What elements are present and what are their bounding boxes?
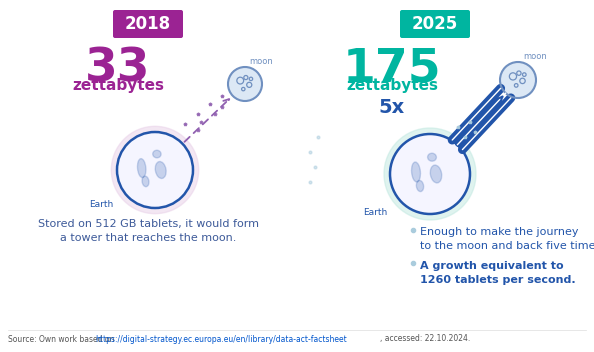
Text: A growth equivalent to: A growth equivalent to [420,261,564,271]
Ellipse shape [142,176,149,187]
Text: 5x: 5x [379,98,405,117]
Circle shape [111,126,199,214]
Text: 1260 tablets per second.: 1260 tablets per second. [420,275,576,285]
Circle shape [117,132,193,208]
Text: 175: 175 [343,47,441,92]
Text: 2018: 2018 [125,15,171,33]
Text: Earth: Earth [363,208,387,217]
Text: zettabytes: zettabytes [72,78,164,93]
Text: to the moon and back five times.: to the moon and back five times. [420,241,594,251]
Ellipse shape [155,162,166,178]
Ellipse shape [137,159,146,177]
Circle shape [384,128,476,220]
FancyBboxPatch shape [113,10,183,38]
Circle shape [500,62,536,98]
Text: 2025: 2025 [412,15,458,33]
Text: zettabytes: zettabytes [346,78,438,93]
Text: moon: moon [249,57,273,66]
Ellipse shape [412,162,421,182]
Text: Earth: Earth [89,200,113,209]
Text: Source: Own work based on: Source: Own work based on [8,334,115,344]
Circle shape [390,134,470,214]
Text: Stored on 512 GB tablets, it would form: Stored on 512 GB tablets, it would form [37,219,258,229]
Text: https://digital-strategy.ec.europa.eu/en/library/data-act-factsheet: https://digital-strategy.ec.europa.eu/en… [95,334,347,344]
Ellipse shape [430,165,442,183]
Text: 33: 33 [86,47,151,92]
Ellipse shape [428,153,437,161]
Text: a tower that reaches the moon.: a tower that reaches the moon. [60,233,236,243]
Ellipse shape [416,181,424,191]
Ellipse shape [153,150,161,158]
Text: moon: moon [523,52,546,61]
Text: , accessed: 22.10.2024.: , accessed: 22.10.2024. [380,334,470,344]
FancyBboxPatch shape [400,10,470,38]
Text: Enough to make the journey: Enough to make the journey [420,227,579,237]
Circle shape [228,67,262,101]
